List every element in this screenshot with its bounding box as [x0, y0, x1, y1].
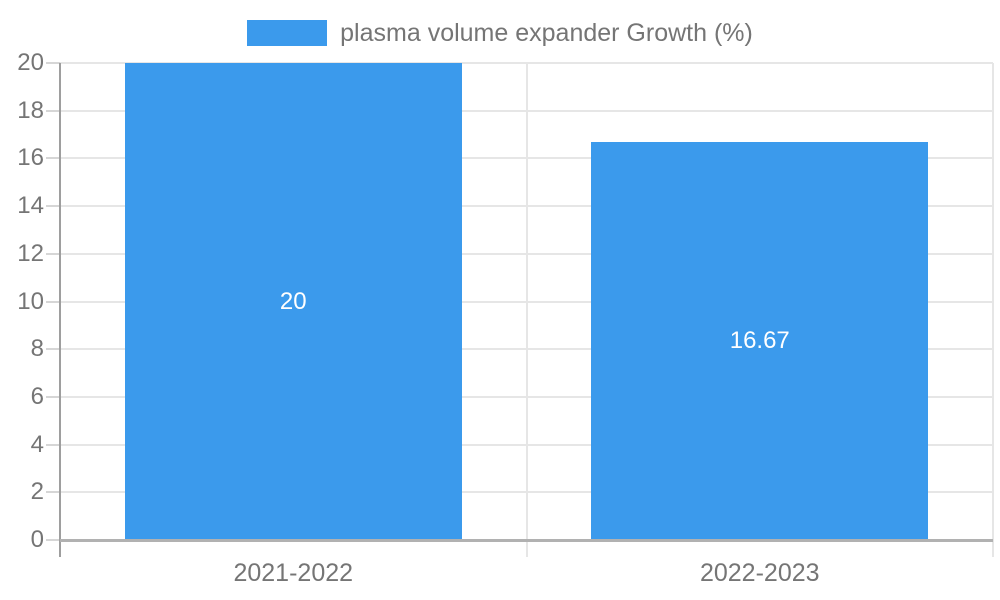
- y-tick: [46, 348, 60, 351]
- y-tick-label: 18: [17, 96, 44, 124]
- y-tick: [46, 205, 60, 208]
- bar: [124, 63, 462, 540]
- y-tick: [46, 252, 60, 255]
- y-tick-label: 6: [30, 382, 44, 410]
- legend: plasma volume expander Growth (%): [0, 16, 1000, 50]
- y-axis-line: [59, 63, 61, 557]
- y-tick-label: 14: [17, 192, 44, 220]
- y-tick: [46, 62, 60, 64]
- bar: [591, 142, 929, 540]
- y-tick-label: 16: [17, 144, 44, 172]
- legend-swatch: [247, 20, 328, 46]
- y-tick-label: 4: [30, 430, 44, 458]
- y-tick: [46, 443, 60, 446]
- y-tick-label: 2: [30, 478, 44, 506]
- y-tick: [46, 491, 60, 494]
- x-category-label: 2021-2022: [233, 559, 354, 587]
- y-tick-label: 8: [30, 335, 44, 363]
- x-axis-line: [60, 539, 993, 542]
- y-tick-label: 20: [17, 49, 44, 76]
- x-category-label: 2022-2023: [699, 559, 820, 587]
- y-tick: [46, 157, 60, 160]
- y-tick-label: 12: [17, 239, 44, 267]
- legend-label: plasma volume expander Growth (%): [340, 18, 753, 47]
- y-tick: [46, 539, 60, 541]
- y-tick-label: 0: [30, 526, 44, 553]
- bar-value-label: 16.67: [729, 327, 790, 355]
- x-gridline: [992, 63, 994, 557]
- x-gridline: [525, 63, 528, 557]
- bar-value-label: 20: [279, 287, 307, 315]
- y-tick: [46, 300, 60, 303]
- y-tick: [46, 395, 60, 398]
- y-tick: [46, 109, 60, 112]
- y-tick-label: 10: [17, 287, 44, 315]
